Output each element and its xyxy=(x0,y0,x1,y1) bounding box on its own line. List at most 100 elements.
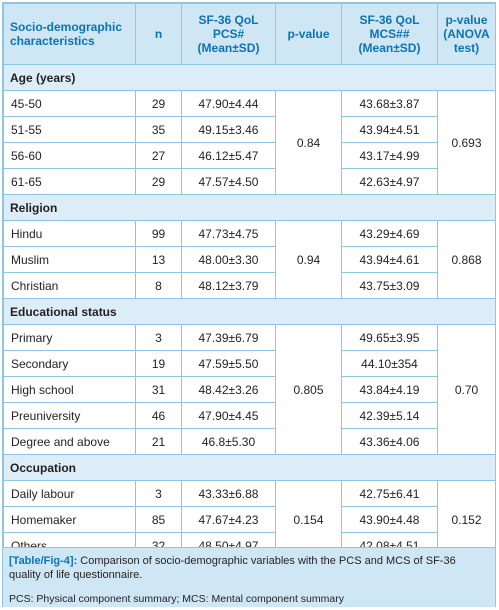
section-pvalue: 0.84 xyxy=(275,90,342,195)
header-row: Socio-demographic characteristics n SF-3… xyxy=(3,3,496,65)
caption-text: Comparison of socio-demographic variable… xyxy=(9,555,456,581)
row-n: 35 xyxy=(135,116,182,143)
section-pvalue-anova: 0.868 xyxy=(437,220,496,299)
row-label: Preuniversity xyxy=(3,402,136,429)
table-row: Preuniversity 46 47.90±4.45 42.39±5.14 xyxy=(3,402,496,429)
header-characteristics: Socio-demographic characteristics xyxy=(3,3,136,65)
row-pcs: 47.59±5.50 xyxy=(181,350,276,377)
section-row: Age (years) xyxy=(3,64,496,91)
row-mcs: 43.94±4.51 xyxy=(341,116,438,143)
row-pcs: 47.39±6.79 xyxy=(181,324,276,351)
results-table: Socio-demographic characteristics n SF-3… xyxy=(3,3,496,559)
section-title: Age (years) xyxy=(3,64,496,91)
row-mcs: 43.29±4.69 xyxy=(341,220,438,247)
table-row: Hindu 99 47.73±4.75 0.94 43.29±4.69 0.868 xyxy=(3,220,496,299)
table-row: 51-55 35 49.15±3.46 43.94±4.51 xyxy=(3,116,496,143)
row-n: 85 xyxy=(135,506,182,533)
row-pcs: 49.15±3.46 xyxy=(181,116,276,143)
row-mcs: 43.68±3.87 xyxy=(341,90,438,117)
header-n: n xyxy=(135,3,182,65)
table-row: Muslim 13 48.00±3.30 43.94±4.61 xyxy=(3,246,496,273)
table-row: Homemaker 85 47.67±4.23 43.90±4.48 xyxy=(3,506,496,533)
row-pcs: 48.00±3.30 xyxy=(181,246,276,273)
row-label: Christian xyxy=(3,272,136,299)
figure-label: [Table/Fig-4]: xyxy=(9,555,78,567)
row-pcs: 47.90±4.45 xyxy=(181,402,276,429)
row-label: 45-50 xyxy=(3,90,136,117)
table-row: Degree and above 21 46.8±5.30 43.36±4.06 xyxy=(3,428,496,455)
row-label: Primary xyxy=(3,324,136,351)
row-pcs: 47.57±4.50 xyxy=(181,168,276,195)
table-row: Daily labour 3 43.33±6.88 0.154 42.75±6.41 0.… xyxy=(3,480,496,559)
table-row: Primary 3 47.39±6.79 0.805 49.65±3.95 0.70 xyxy=(3,324,496,455)
row-pcs: 46.8±5.30 xyxy=(181,428,276,455)
row-mcs: 49.65±3.95 xyxy=(341,324,438,351)
section-pvalue: 0.805 xyxy=(275,324,342,455)
row-pcs: 47.67±4.23 xyxy=(181,506,276,533)
row-label: 61-65 xyxy=(3,168,136,195)
row-pcs: 43.33±6.88 xyxy=(181,480,276,507)
row-n: 3 xyxy=(135,324,182,351)
section-row: Religion xyxy=(3,194,496,221)
section-row: Occupation xyxy=(3,454,496,481)
row-mcs: 43.17±4.99 xyxy=(341,142,438,169)
header-pcs: SF-36 QoL PCS# (Mean±SD) xyxy=(181,3,276,65)
row-n: 19 xyxy=(135,350,182,377)
row-n: 27 xyxy=(135,142,182,169)
row-pcs: 48.12±3.79 xyxy=(181,272,276,299)
section-title: Religion xyxy=(3,194,496,221)
section-pvalue-anova: 0.693 xyxy=(437,90,496,195)
row-label: 56-60 xyxy=(3,142,136,169)
section-pvalue-anova: 0.70 xyxy=(437,324,496,455)
row-n: 21 xyxy=(135,428,182,455)
table-row: 56-60 27 46.12±5.47 43.17±4.99 xyxy=(3,142,496,169)
row-n: 29 xyxy=(135,90,182,117)
table-footnote: PCS: Physical component summary; MCS: Me… xyxy=(3,591,495,607)
row-n: 3 xyxy=(135,480,182,507)
table-caption: [Table/Fig-4]: Comparison of socio-demog… xyxy=(3,547,495,591)
section-pvalue: 0.154 xyxy=(275,480,342,559)
row-label: Muslim xyxy=(3,246,136,273)
section-row: Educational status xyxy=(3,298,496,325)
table-row: 45-50 29 47.90±4.44 0.84 43.68±3.87 0.693 xyxy=(3,90,496,195)
row-n: 31 xyxy=(135,376,182,403)
header-pvalue: p-value xyxy=(275,3,342,65)
table-row: Christian 8 48.12±3.79 43.75±3.09 xyxy=(3,272,496,299)
section-pvalue-anova: 0.152 xyxy=(437,480,496,559)
row-mcs: 43.36±4.06 xyxy=(341,428,438,455)
row-pcs: 48.42±3.26 xyxy=(181,376,276,403)
row-mcs: 43.90±4.48 xyxy=(341,506,438,533)
row-n: 29 xyxy=(135,168,182,195)
row-label: Homemaker xyxy=(3,506,136,533)
row-label: 51-55 xyxy=(3,116,136,143)
row-label: Hindu xyxy=(3,220,136,247)
row-mcs: 42.75±6.41 xyxy=(341,480,438,507)
row-n: 46 xyxy=(135,402,182,429)
row-mcs: 43.75±3.09 xyxy=(341,272,438,299)
row-label: Secondary xyxy=(3,350,136,377)
header-pvalue-anova: p-value (ANOVA test) xyxy=(437,3,496,65)
table-row: High school 31 48.42±3.26 43.84±4.19 xyxy=(3,376,496,403)
row-label: High school xyxy=(3,376,136,403)
row-n: 8 xyxy=(135,272,182,299)
row-n: 99 xyxy=(135,220,182,247)
row-mcs: 44.10±354 xyxy=(341,350,438,377)
table-row: Secondary 19 47.59±5.50 44.10±354 xyxy=(3,350,496,377)
row-mcs: 42.63±4.97 xyxy=(341,168,438,195)
section-title: Occupation xyxy=(3,454,496,481)
row-pcs: 47.73±4.75 xyxy=(181,220,276,247)
row-n: 13 xyxy=(135,246,182,273)
section-pvalue: 0.94 xyxy=(275,220,342,299)
row-mcs: 43.84±4.19 xyxy=(341,376,438,403)
row-mcs: 42.39±5.14 xyxy=(341,402,438,429)
row-pcs: 46.12±5.47 xyxy=(181,142,276,169)
table-body: Age (years) 45-50 29 47.90±4.44 0.84 43.68±3.… xyxy=(3,64,496,559)
row-mcs: 43.94±4.61 xyxy=(341,246,438,273)
table-row: 61-65 29 47.57±4.50 42.63±4.97 xyxy=(3,168,496,195)
row-pcs: 47.90±4.44 xyxy=(181,90,276,117)
row-label: Daily labour xyxy=(3,480,136,507)
header-mcs: SF-36 QoL MCS## (Mean±SD) xyxy=(341,3,438,65)
row-label: Degree and above xyxy=(3,428,136,455)
section-title: Educational status xyxy=(3,298,496,325)
